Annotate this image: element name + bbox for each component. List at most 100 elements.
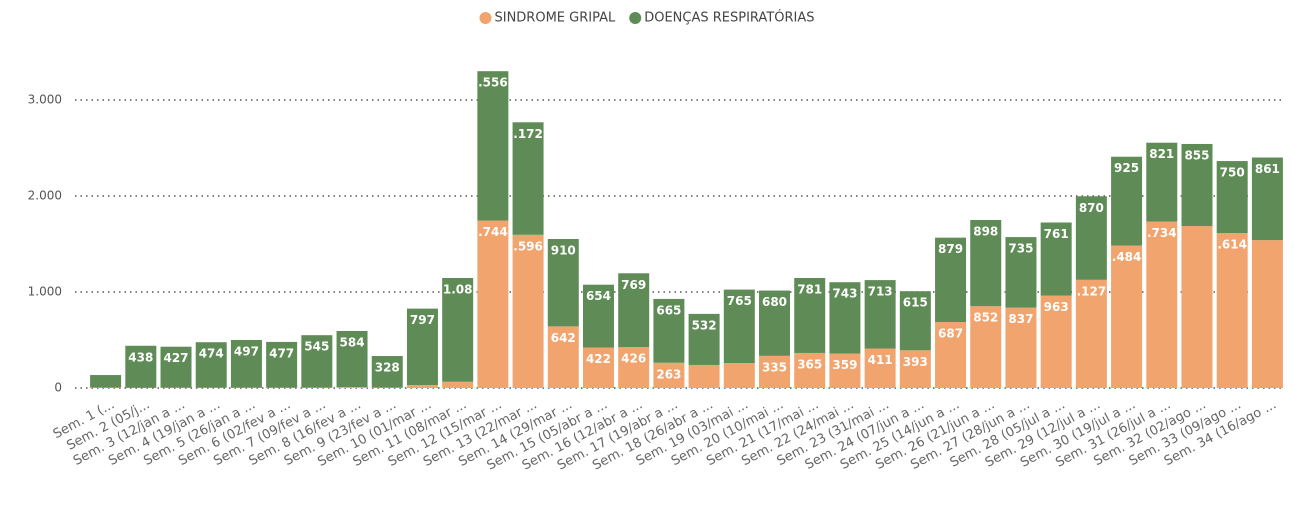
bar-segment xyxy=(406,308,438,386)
bar-segment xyxy=(266,341,298,388)
value-label: 769 xyxy=(621,278,646,292)
value-label: .172 xyxy=(513,127,543,141)
bar-segment xyxy=(195,342,227,388)
bar-segment xyxy=(723,289,755,364)
value-label: 735 xyxy=(1008,242,1033,256)
bar-segment xyxy=(125,345,157,388)
value-label: .596 xyxy=(513,239,543,253)
value-label: 263 xyxy=(656,367,681,381)
bar-segment xyxy=(230,340,262,388)
bar-segment xyxy=(301,335,333,388)
bar-segment xyxy=(442,381,474,388)
value-label: 821 xyxy=(1149,147,1174,161)
value-label: 963 xyxy=(1044,300,1069,314)
value-label: 328 xyxy=(375,361,400,375)
value-label: 797 xyxy=(410,313,435,327)
value-label: 925 xyxy=(1114,161,1139,175)
bar-segment xyxy=(899,291,931,351)
value-label: 365 xyxy=(797,357,822,371)
legend-label: SINDROME GRIPAL xyxy=(494,11,615,26)
y-tick-label: 1.000 xyxy=(28,285,62,299)
bar-segment xyxy=(1111,245,1143,388)
bar-segment xyxy=(512,234,544,388)
value-label: 438 xyxy=(128,350,153,364)
value-label: 680 xyxy=(762,295,787,309)
value-label: 615 xyxy=(903,296,928,310)
value-label: 855 xyxy=(1184,148,1209,162)
bar-segment xyxy=(582,284,614,348)
y-tick-label: 0 xyxy=(54,381,62,395)
value-label: .734 xyxy=(1147,226,1177,240)
value-label: 761 xyxy=(1044,227,1069,241)
bar-segment xyxy=(1005,307,1037,388)
bar-segment xyxy=(1251,157,1283,241)
bar-segment xyxy=(759,355,791,388)
bar-segment xyxy=(1005,237,1037,308)
value-label: 910 xyxy=(551,244,576,258)
bar-segment xyxy=(1216,161,1248,234)
legend-marker xyxy=(479,12,492,24)
value-label: 532 xyxy=(692,318,717,332)
value-label: 687 xyxy=(938,327,963,341)
bar-segment xyxy=(1111,156,1143,246)
value-label: 861 xyxy=(1255,162,1280,176)
bar-segment xyxy=(1251,240,1283,388)
bar-segment xyxy=(759,290,791,356)
value-label: 837 xyxy=(1008,312,1033,326)
value-label: 642 xyxy=(551,331,576,345)
bar-segment xyxy=(442,277,474,382)
bar-segment xyxy=(477,71,509,221)
bar-segment xyxy=(1216,233,1248,388)
bar-segment xyxy=(371,356,403,388)
value-label: 422 xyxy=(586,352,611,366)
bar-segment xyxy=(899,350,931,388)
bar-segment xyxy=(1181,143,1213,227)
value-label: 879 xyxy=(938,242,963,256)
value-label: 898 xyxy=(973,225,998,239)
bar-segment xyxy=(1075,196,1107,280)
value-label: .127 xyxy=(1077,284,1107,298)
bar-segment xyxy=(794,277,826,353)
bar-segment xyxy=(653,362,685,388)
bar-segment xyxy=(618,273,650,348)
bar-segment xyxy=(582,347,614,388)
bar-segment xyxy=(618,347,650,388)
bar-segment xyxy=(688,313,720,365)
value-label: 713 xyxy=(868,285,893,299)
bar-segment xyxy=(1146,142,1178,222)
bar-segment xyxy=(935,237,967,323)
legend-label: DOENÇAS RESPIRATÓRIAS xyxy=(644,10,814,26)
value-label: 743 xyxy=(832,287,857,301)
bar-segment xyxy=(935,322,967,388)
bar-segment xyxy=(829,353,861,388)
value-label: .484 xyxy=(1112,250,1142,264)
bar-segment xyxy=(970,220,1002,307)
value-label: 654 xyxy=(586,289,611,303)
y-tick-label: 2.000 xyxy=(28,189,62,203)
value-label: 497 xyxy=(234,345,259,359)
value-label: 870 xyxy=(1079,201,1104,215)
value-label: 477 xyxy=(269,346,294,360)
value-label: 335 xyxy=(762,360,787,374)
bar-segment xyxy=(864,348,896,388)
value-label: 474 xyxy=(199,347,224,361)
bar-segment xyxy=(512,122,544,235)
legend-marker xyxy=(629,12,642,24)
bar-segment xyxy=(1181,226,1213,388)
bar-segment xyxy=(970,306,1002,388)
bar-segment xyxy=(336,387,368,388)
value-label: 750 xyxy=(1220,166,1245,180)
legend: SINDROME GRIPAL DOENÇAS RESPIRATÓRIAS xyxy=(479,10,815,26)
bar-segment xyxy=(406,385,438,388)
value-label: 427 xyxy=(163,351,188,365)
bar-segment xyxy=(653,298,685,363)
value-label: .556 xyxy=(478,76,508,90)
bar-segment xyxy=(829,282,861,354)
value-label: 1.08 xyxy=(443,282,473,296)
bar-segment xyxy=(1040,222,1072,296)
bar-segment xyxy=(547,239,579,327)
bar-segment xyxy=(864,280,896,349)
bar-segment xyxy=(160,346,192,388)
bar-segment xyxy=(1146,221,1178,388)
bar-segment xyxy=(688,364,720,388)
